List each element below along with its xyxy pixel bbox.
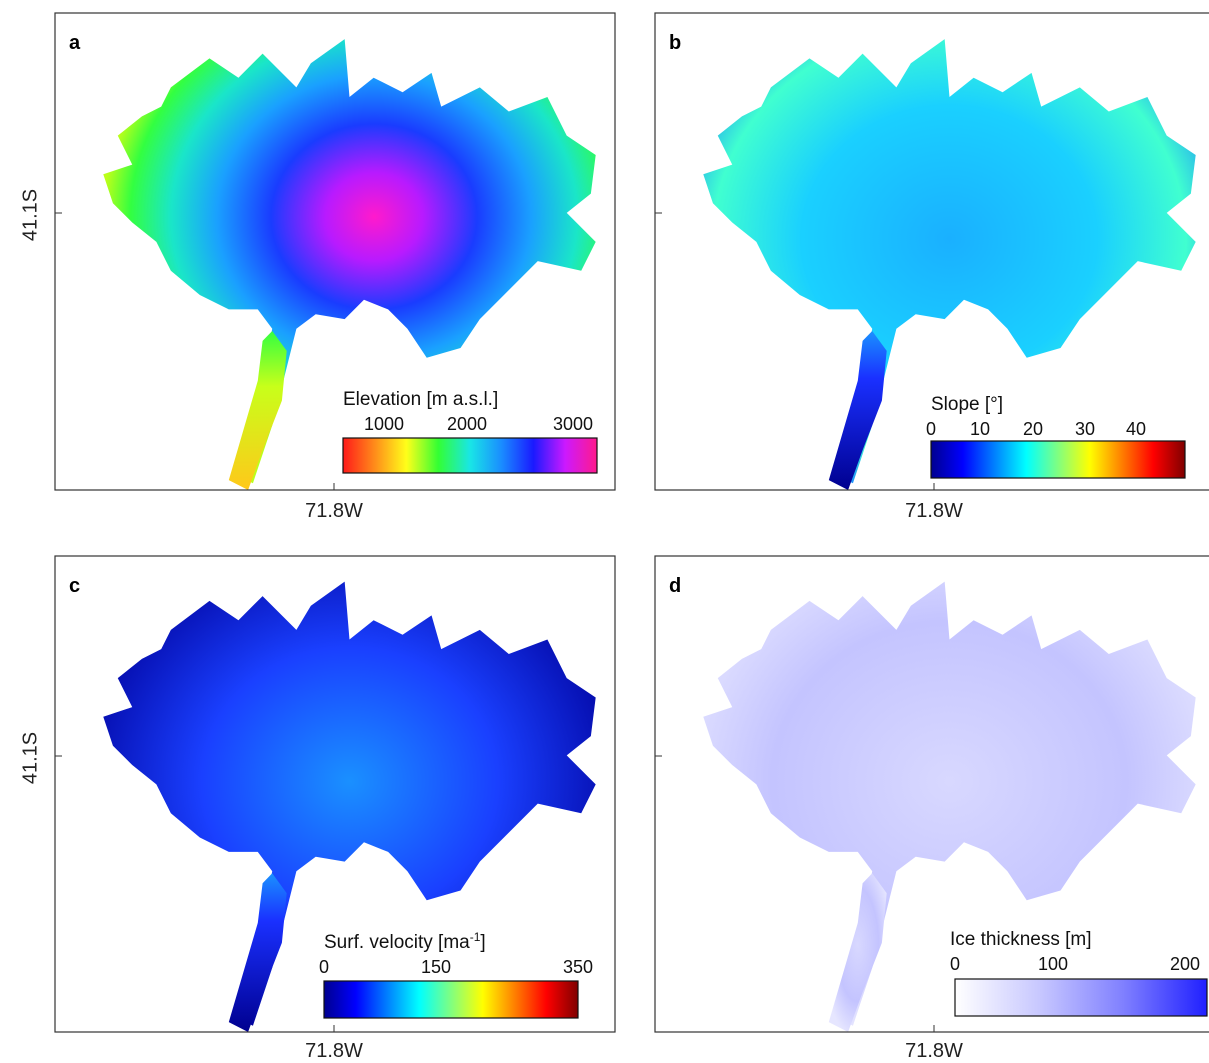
colorbar-title: Ice thickness [m] <box>950 929 1092 950</box>
colorbar-tick-label: 350 <box>563 957 593 977</box>
colorbar-tick-label: 20 <box>1023 419 1043 439</box>
colorbar <box>930 440 1186 479</box>
colorbar-title: Slope [°] <box>931 394 1003 415</box>
panel-b: b Slope [°] 0 10 20 30 40 <box>654 12 1209 491</box>
lat-label-top: 41.1S <box>19 189 41 241</box>
colorbar-tick-label: 3000 <box>553 414 593 434</box>
colorbar-tick-label: 150 <box>421 957 451 977</box>
colorbar-tick-label: 40 <box>1126 419 1146 439</box>
colorbar-tick-label: 0 <box>319 957 329 977</box>
lon-label-b: 71.8W <box>905 500 963 522</box>
colorbar <box>342 437 598 474</box>
colorbar-tick-label: 10 <box>970 419 990 439</box>
panel-label: d <box>669 575 681 597</box>
panel-label: c <box>69 575 80 597</box>
lat-label-bottom: 41.1S <box>19 732 41 784</box>
panel-d: d Ice thickness [m] 0 100 200 <box>654 555 1209 1033</box>
lon-label-c: 71.8W <box>305 1040 363 1062</box>
colorbar-tick-label: 2000 <box>447 414 487 434</box>
panel-c: c Surf. velocity [ma-1] 0 150 350 <box>54 555 616 1033</box>
colorbar <box>323 980 579 1019</box>
panel-a: a Elevation [m a.s.l.] 1000 2000 3000 <box>54 12 616 491</box>
panel-frame <box>654 555 1209 1033</box>
glacier-map-d <box>703 581 1196 1032</box>
colorbar-tick-label: 0 <box>950 954 960 974</box>
panel-frame <box>54 555 616 1033</box>
panel-label: b <box>669 32 681 54</box>
colorbar <box>954 978 1208 1017</box>
colorbar-tick-label: 200 <box>1170 954 1200 974</box>
lon-label-a: 71.8W <box>305 500 363 522</box>
colorbar-tick-label: 1000 <box>364 414 404 434</box>
colorbar-tick-label: 0 <box>926 419 936 439</box>
panel-label: a <box>69 32 81 54</box>
panel-frame <box>54 12 616 491</box>
glacier-map-c <box>103 581 596 1032</box>
glacier-map-b <box>703 39 1196 490</box>
colorbar-title: Surf. velocity [ma-1] <box>324 930 486 953</box>
panel-frame <box>654 12 1209 491</box>
glacier-map-a <box>103 39 596 490</box>
colorbar-title: Elevation [m a.s.l.] <box>343 389 498 410</box>
lon-label-d: 71.8W <box>905 1040 963 1062</box>
colorbar-tick-label: 100 <box>1038 954 1068 974</box>
colorbar-tick-label: 30 <box>1075 419 1095 439</box>
